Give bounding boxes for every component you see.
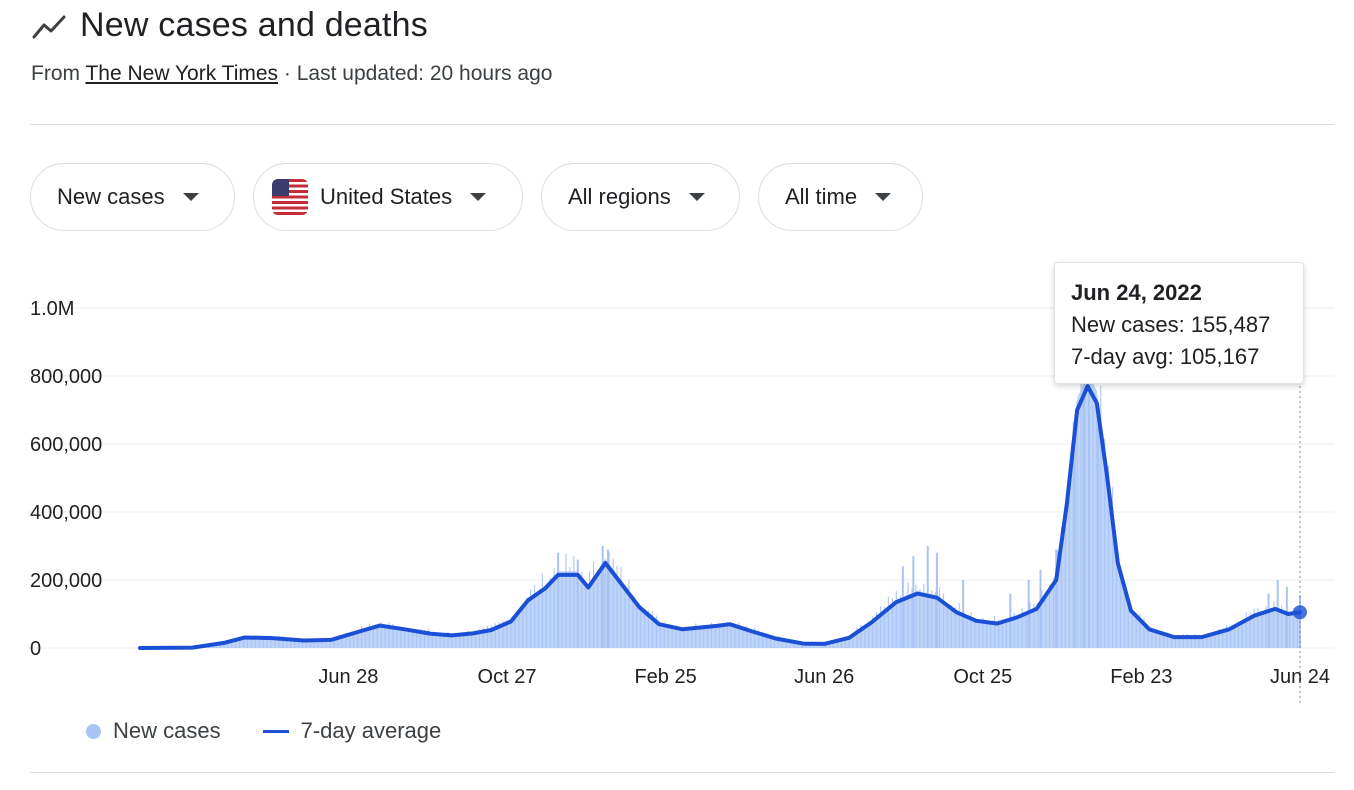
legend-average-label: 7-day average — [300, 718, 442, 743]
country-dropdown[interactable]: United States — [253, 163, 523, 231]
legend-average-line — [262, 729, 289, 733]
hover-point — [1293, 605, 1307, 620]
trending-line-icon — [32, 15, 66, 38]
country-dropdown-label: United States — [320, 184, 453, 209]
cases-chart[interactable]: 0 200,000 400,000 600,000 800,000 1.0M Jun 28 O… — [0, 250, 1354, 710]
region-dropdown-label: All regions — [568, 184, 671, 209]
chart-tooltip: Jun 24, 2022 New cases: 155,487 7-day av… — [1054, 262, 1304, 384]
chevron-down-icon — [875, 193, 892, 201]
source-link[interactable]: The New York Times — [85, 62, 279, 85]
tooltip-cases: New cases: 155,487 — [1071, 312, 1271, 337]
x-tick-label: Jun 28 — [318, 666, 378, 688]
x-tick-label: Jun 26 — [794, 666, 854, 688]
source-prefix: From — [31, 62, 80, 85]
x-tick-label: Oct 25 — [953, 666, 1012, 688]
source-separator: · — [283, 62, 291, 85]
y-tick-label: 1.0M — [30, 298, 74, 320]
new-cases-area — [140, 373, 1300, 648]
chart-legend: New cases 7-day average — [86, 718, 441, 744]
y-tick-label: 600,000 — [30, 434, 102, 456]
source-line: From The New York Times · Last updated: … — [31, 62, 552, 86]
last-updated: Last updated: 20 hours ago — [296, 62, 553, 85]
filter-bar: New cases United States All regions All … — [30, 163, 923, 231]
legend-cases-label: New cases — [113, 718, 221, 743]
y-tick-label: 200,000 — [30, 570, 102, 592]
tooltip-average: 7-day avg: 105,167 — [1071, 344, 1260, 369]
card-title: New cases and deaths — [80, 6, 428, 44]
card-header: New cases and deaths — [30, 6, 428, 45]
metric-dropdown-label: New cases — [57, 184, 165, 209]
tooltip-date: Jun 24, 2022 — [1071, 280, 1202, 305]
y-tick-label: 400,000 — [30, 502, 102, 524]
y-tick-label: 800,000 — [30, 366, 102, 388]
time-range-dropdown-label: All time — [785, 184, 858, 209]
chevron-down-icon — [182, 193, 199, 201]
seven-day-average-line — [138, 384, 1302, 650]
metric-dropdown[interactable]: New cases — [30, 163, 235, 231]
chevron-down-icon — [688, 193, 705, 201]
y-tick-label: 0 — [30, 638, 41, 660]
x-tick-label: Feb 25 — [634, 666, 696, 688]
time-range-dropdown[interactable]: All time — [758, 163, 923, 231]
x-tick-label: Feb 23 — [1110, 666, 1172, 688]
us-flag-icon — [272, 179, 308, 215]
legend-cases-dot — [86, 723, 101, 739]
divider-bottom — [30, 772, 1334, 773]
divider-top — [30, 124, 1334, 125]
region-dropdown[interactable]: All regions — [541, 163, 740, 231]
chevron-down-icon — [470, 193, 487, 201]
x-tick-label: Oct 27 — [478, 666, 537, 688]
